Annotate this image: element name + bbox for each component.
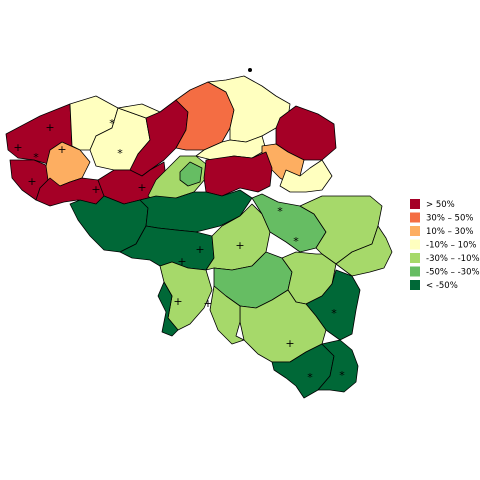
legend-swatch-c10_30 — [410, 226, 420, 236]
legend-swatch-c_10_10 — [410, 239, 420, 250]
region-beauraing — [209, 285, 245, 345]
star-marker: * — [339, 369, 345, 382]
legend-swatch-c30_50 — [410, 212, 420, 223]
plus-marker: + — [57, 143, 66, 156]
legend: > 50% 30% – 50% 10% – 30% -10% – 10% -30% – … — [410, 199, 480, 291]
region-arlon — [317, 339, 359, 393]
star-marker: * — [331, 307, 337, 320]
legend-label-c30_50: 30% – 50% — [426, 214, 473, 224]
plus-marker: + — [137, 181, 146, 194]
legend-swatch-gt50 — [410, 199, 420, 209]
legend-label-c_30_10: -30% – -10% — [426, 254, 480, 264]
star-marker: * — [307, 371, 313, 384]
legend-swatch-c_30_10 — [410, 253, 420, 263]
star-marker: * — [117, 147, 123, 160]
plus-marker: + — [195, 243, 204, 256]
star-marker: * — [293, 235, 299, 248]
legend-label-c_10_10: -10% – 10% — [426, 241, 477, 251]
region-neufchateau — [239, 289, 327, 363]
plus-marker: + — [27, 175, 36, 188]
legend-swatch-c_50_30 — [410, 266, 420, 277]
map-markers: ++*++**+ +**++++++** * — [13, 117, 345, 384]
map-regions — [5, 68, 393, 399]
star-marker: * — [109, 117, 115, 130]
region-brussels — [179, 161, 203, 187]
enclave-dot — [248, 68, 252, 72]
legend-label-c10_30: 10% – 30% — [426, 227, 473, 237]
plus-marker: + — [45, 121, 54, 134]
region-chimay — [157, 281, 179, 337]
region-limburg-yellow — [279, 159, 333, 193]
plus-marker: + — [173, 295, 182, 308]
plus-marker: + — [13, 141, 22, 154]
legend-label-gt50: > 50% — [426, 200, 455, 210]
plus-marker: + — [177, 255, 186, 268]
plus-marker: + — [285, 337, 294, 350]
legend-swatch-lt_50 — [410, 280, 420, 290]
star-marker: * — [33, 151, 39, 164]
star-marker: * — [277, 205, 283, 218]
legend-label-c_50_30: -50% – -30% — [426, 268, 480, 278]
plus-marker: + — [203, 297, 212, 310]
region-leuven-red — [203, 151, 273, 197]
plus-marker: + — [91, 183, 100, 196]
region-verviers — [335, 225, 393, 277]
legend-label-lt_50: < -50% — [426, 281, 458, 291]
plus-marker: + — [235, 239, 244, 252]
